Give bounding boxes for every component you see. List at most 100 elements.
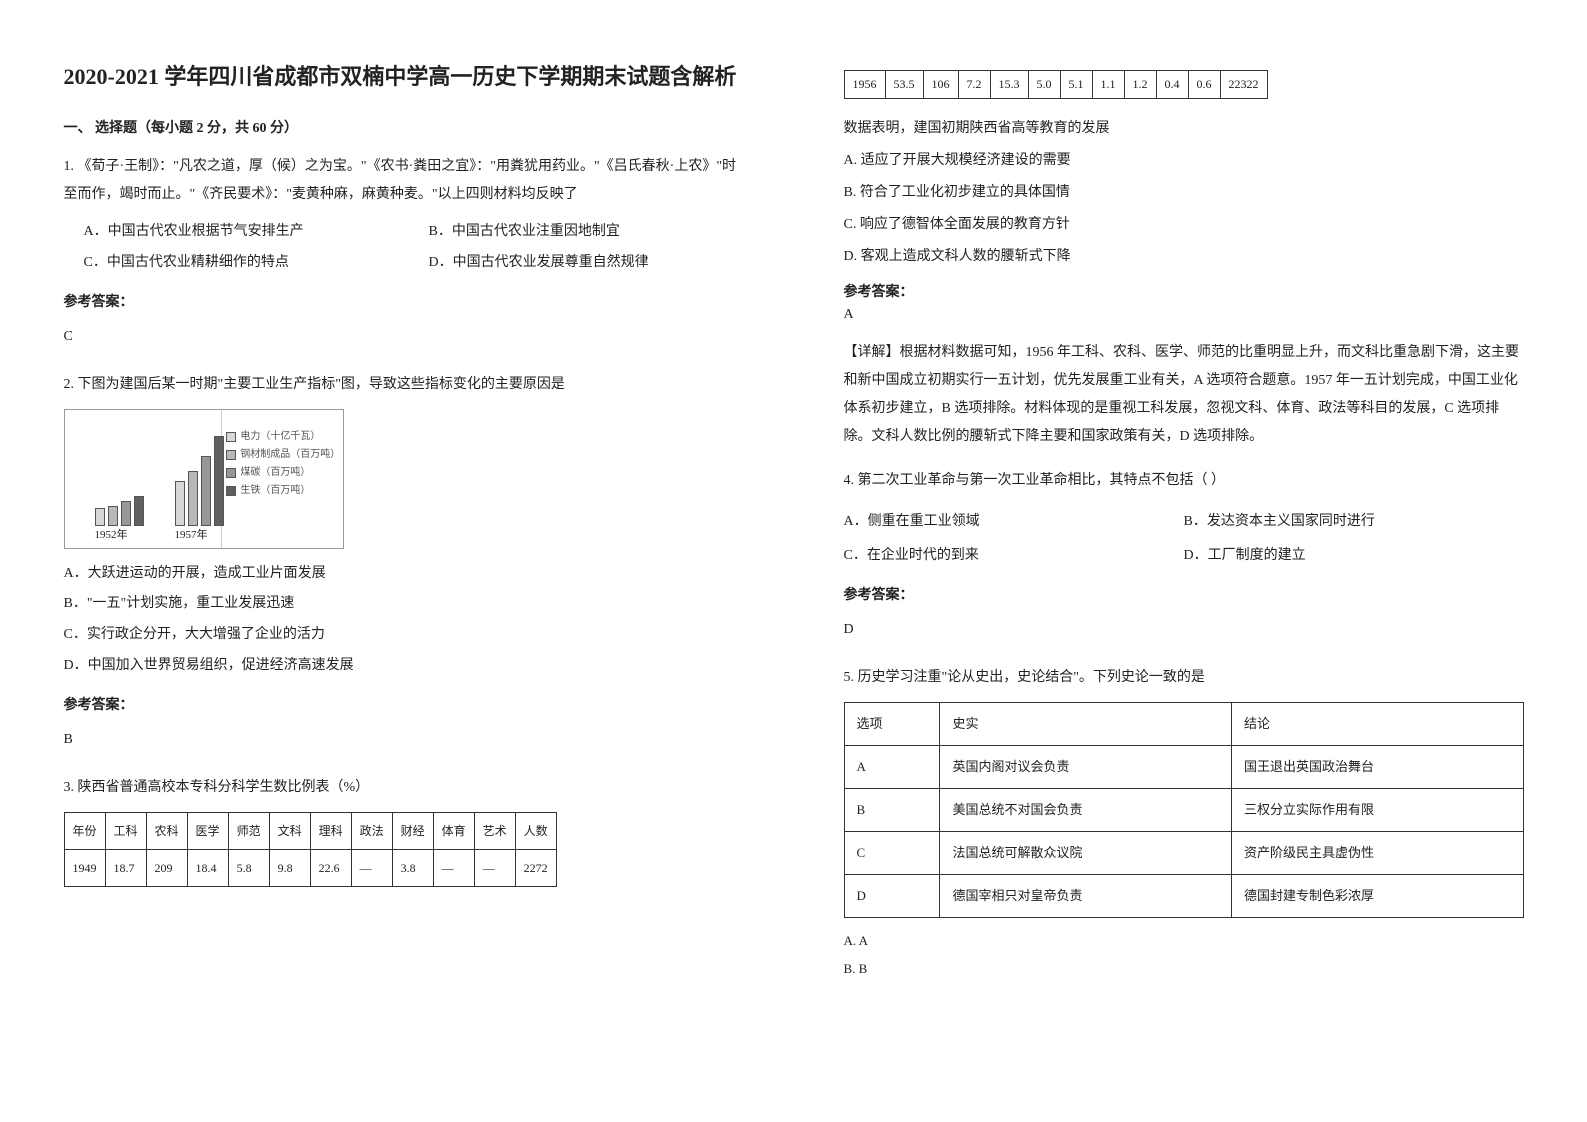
q5-table: 选项史实结论A英国内阁对议会负责国王退出英国政治舞台B美国总统不对国会负责三权分… (844, 702, 1524, 918)
q1-opt-a: A．中国古代农业根据节气安排生产 (84, 217, 399, 248)
q4-opt-b: B．发达资本主义国家同时进行 (1184, 505, 1524, 539)
table-cell: 7.2 (958, 71, 990, 99)
table-cell: — (474, 849, 515, 886)
q2-options: A．大跃进运动的开展，造成工业片面发展 B．"一五"计划实施，重工业发展迅速 C… (64, 559, 744, 682)
table-cell: 5.0 (1028, 71, 1060, 99)
table-header-cell: 政法 (351, 812, 392, 849)
q3-table-row2: 195653.51067.215.35.05.11.11.20.40.62232… (844, 70, 1268, 99)
chart-bar (214, 436, 224, 526)
legend-label: 煤碳（百万吨） (240, 464, 310, 482)
table-row: A英国内阁对议会负责国王退出英国政治舞台 (844, 746, 1523, 789)
table-cell: 18.4 (187, 849, 228, 886)
question-2: 2. 下图为建国后某一时期"主要工业生产指标"图，导致这些指标变化的主要原因是 … (64, 371, 744, 754)
q1-options: A．中国古代农业根据节气安排生产 B．中国古代农业注重因地制宜 C．中国古代农业… (64, 217, 744, 279)
q4-opt-c: C．在企业时代的到来 (844, 539, 1184, 573)
doc-title: 2020-2021 学年四川省成都市双楠中学高一历史下学期期末试题含解析 (64, 60, 744, 93)
table-cell: 18.7 (105, 849, 146, 886)
table-cell: 2272 (515, 849, 556, 886)
table-cell: 国王退出英国政治舞台 (1231, 746, 1523, 789)
table-header-cell: 史实 (940, 703, 1232, 746)
table-header-cell: 年份 (64, 812, 105, 849)
chart-xlabel-2: 1957年 (175, 524, 208, 546)
q3-stmt-d: D. 客观上造成文科人数的腰斩式下降 (844, 243, 1524, 271)
table-cell: 德国宰相只对皇帝负责 (940, 875, 1232, 918)
chart-bar (121, 501, 131, 526)
q3-table: 年份工科农科医学师范文科理科政法财经体育艺术人数194918.720918.45… (64, 812, 557, 887)
table-cell: 英国内阁对议会负责 (940, 746, 1232, 789)
q3-explain: 【详解】根据材料数据可知，1956 年工科、农科、医学、师范的比重明显上升，而文… (844, 339, 1524, 451)
table-cell: 22322 (1220, 71, 1267, 99)
table-header-cell: 理科 (310, 812, 351, 849)
question-1: 1. 《荀子·王制》："凡农之道，厚（候）之为宝。"《农书·粪田之宜》："用粪犹… (64, 153, 744, 351)
table-header-cell: 师范 (228, 812, 269, 849)
table-cell: 三权分立实际作用有限 (1231, 789, 1523, 832)
table-cell: C (844, 832, 940, 875)
table-cell: 3.8 (392, 849, 433, 886)
legend-item: 钢材制成品（百万吨） (226, 446, 338, 464)
table-cell: 15.3 (990, 71, 1028, 99)
table-cell: A (844, 746, 940, 789)
q1-opt-d: D．中国古代农业发展尊重自然规律 (429, 248, 744, 279)
q2-answer: B (64, 726, 744, 754)
table-row: B美国总统不对国会负责三权分立实际作用有限 (844, 789, 1523, 832)
q1-text: 1. 《荀子·王制》："凡农之道，厚（候）之为宝。"《农书·粪田之宜》："用粪犹… (64, 153, 744, 209)
table-header-cell: 体育 (433, 812, 474, 849)
table-cell: 0.6 (1188, 71, 1220, 99)
table-cell: B (844, 789, 940, 832)
table-cell: — (433, 849, 474, 886)
table-cell: 1.2 (1124, 71, 1156, 99)
q4-opt-d: D．工厂制度的建立 (1184, 539, 1524, 573)
question-5: 5. 历史学习注重"论从史出，史论结合"。下列史论一致的是 选项史实结论A英国内… (844, 664, 1524, 982)
table-cell: 5.8 (228, 849, 269, 886)
q2-opt-b: B．"一五"计划实施，重工业发展迅速 (64, 589, 744, 620)
q3-answer: A (844, 307, 1524, 323)
q3-stmt-intro: 数据表明，建国初期陕西省高等教育的发展 (844, 115, 1524, 143)
q4-opt-a: A．侧重在重工业领域 (844, 505, 1184, 539)
q1-answer: C (64, 323, 744, 351)
table-header-cell: 财经 (392, 812, 433, 849)
q3-text: 3. 陕西省普通高校本专科分科学生数比例表（%） (64, 774, 744, 802)
table-cell: 22.6 (310, 849, 351, 886)
legend-swatch (226, 432, 236, 442)
table-cell: 法国总统可解散众议院 (940, 832, 1232, 875)
table-header-cell: 农科 (146, 812, 187, 849)
q5-opt-b: B. B (844, 956, 1524, 982)
legend-item: 煤碳（百万吨） (226, 464, 338, 482)
table-cell: 106 (923, 71, 958, 99)
table-cell: 1956 (844, 71, 885, 99)
table-cell: — (351, 849, 392, 886)
table-cell: 0.4 (1156, 71, 1188, 99)
q4-options: A．侧重在重工业领域 B．发达资本主义国家同时进行 C．在企业时代的到来 D．工… (844, 505, 1524, 572)
q2-chart: 1952年 1957年 电力（十亿千瓦）钢材制成品（百万吨）煤碳（百万吨）生铁（… (64, 409, 344, 549)
chart-bar (134, 496, 144, 526)
table-row: D德国宰相只对皇帝负责德国封建专制色彩浓厚 (844, 875, 1523, 918)
table-header-cell: 选项 (844, 703, 940, 746)
question-4: 4. 第二次工业革命与第一次工业革命相比，其特点不包括（ ） A．侧重在重工业领… (844, 467, 1524, 644)
q2-opt-a: A．大跃进运动的开展，造成工业片面发展 (64, 559, 744, 590)
q3-answer-label: 参考答案： (844, 281, 1524, 301)
table-header-cell: 结论 (1231, 703, 1523, 746)
table-cell: 德国封建专制色彩浓厚 (1231, 875, 1523, 918)
legend-label: 电力（十亿千瓦） (240, 428, 320, 446)
legend-swatch (226, 450, 236, 460)
table-header-cell: 文科 (269, 812, 310, 849)
legend-swatch (226, 468, 236, 478)
chart-bar (201, 456, 211, 526)
chart-legend: 电力（十亿千瓦）钢材制成品（百万吨）煤碳（百万吨）生铁（百万吨） (222, 410, 342, 548)
chart-bar (108, 506, 118, 526)
q2-text: 2. 下图为建国后某一时期"主要工业生产指标"图，导致这些指标变化的主要原因是 (64, 371, 744, 399)
q2-opt-c: C．实行政企分开，大大增强了企业的活力 (64, 620, 744, 651)
legend-swatch (226, 486, 236, 496)
q3-stmt-a: A. 适应了开展大规模经济建设的需要 (844, 147, 1524, 175)
table-row: C法国总统可解散众议院资产阶级民主具虚伪性 (844, 832, 1523, 875)
table-cell: 9.8 (269, 849, 310, 886)
table-cell: 美国总统不对国会负责 (940, 789, 1232, 832)
table-cell: D (844, 875, 940, 918)
q5-text: 5. 历史学习注重"论从史出，史论结合"。下列史论一致的是 (844, 664, 1524, 692)
q1-opt-b: B．中国古代农业注重因地制宜 (429, 217, 744, 248)
legend-item: 电力（十亿千瓦） (226, 428, 338, 446)
table-cell: 资产阶级民主具虚伪性 (1231, 832, 1523, 875)
table-header-cell: 人数 (515, 812, 556, 849)
table-cell: 5.1 (1060, 71, 1092, 99)
question-3: 3. 陕西省普通高校本专科分科学生数比例表（%） 年份工科农科医学师范文科理科政… (64, 774, 744, 887)
